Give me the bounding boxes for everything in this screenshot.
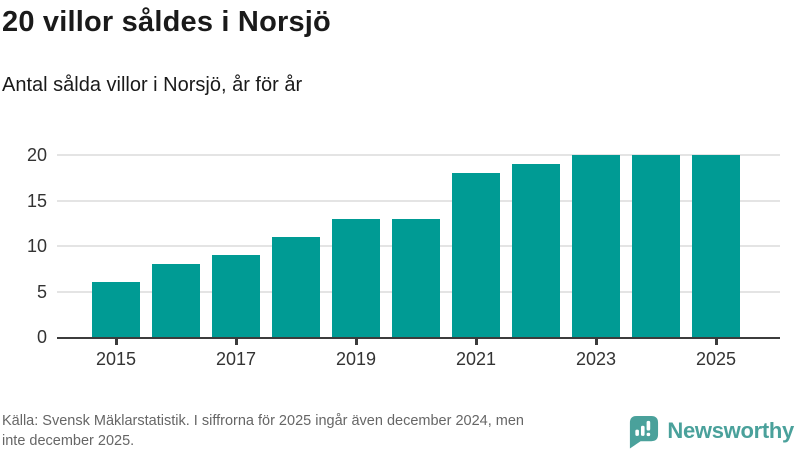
newsworthy-speech-bubble-bar-chart-icon bbox=[630, 415, 659, 449]
x-axis-tick-2017 bbox=[235, 338, 238, 345]
x-axis-tick-label-2019: 2019 bbox=[335, 349, 377, 369]
x-axis-line bbox=[57, 336, 780, 339]
bar-2015 bbox=[92, 282, 140, 337]
x-axis-tick-label-2017: 2017 bbox=[215, 349, 257, 369]
bar-2021 bbox=[452, 173, 500, 337]
chart-subtitle: Antal sålda villor i Norsjö, år för år bbox=[2, 74, 303, 96]
y-axis-tick-label-0: 0 bbox=[36, 327, 47, 347]
y-axis-tick-label-5: 5 bbox=[36, 281, 47, 302]
plot-area: 2015 2017 2019 2021 2023 2025 bbox=[57, 154, 780, 369]
x-axis-tick-label-2015: 2015 bbox=[95, 349, 137, 369]
x-axis-tick-2023 bbox=[595, 338, 598, 345]
x-axis-tick-label-2025: 2025 bbox=[695, 349, 737, 369]
bar-2022 bbox=[512, 164, 560, 337]
bar-2016 bbox=[152, 264, 200, 337]
y-axis-tick-label-15: 15 bbox=[26, 190, 47, 211]
x-axis-tick-2025 bbox=[715, 338, 718, 345]
gridline-y-20 bbox=[57, 154, 780, 156]
y-axis-tick-label-20: 20 bbox=[26, 145, 47, 165]
bar-2017 bbox=[212, 255, 260, 337]
y-axis: 0 5 10 15 20 bbox=[0, 145, 47, 347]
y-axis-tick-label-10: 10 bbox=[26, 236, 47, 256]
newsworthy-wordmark: Newsworthy bbox=[667, 418, 794, 443]
x-axis-tick-2019 bbox=[355, 338, 358, 345]
newsworthy-logo[interactable]: Newsworthy bbox=[627, 415, 794, 449]
bar-2023 bbox=[572, 155, 620, 337]
source-note-line-1: Källa: Svensk Mäklarstatistik. I siffror… bbox=[2, 413, 524, 429]
bar-2018 bbox=[272, 236, 320, 337]
source-note: Källa: Svensk Mäklarstatistik. I siffror… bbox=[2, 411, 642, 450]
bar-2024 bbox=[632, 155, 680, 337]
x-axis-tick-label-2021: 2021 bbox=[455, 349, 497, 369]
bar-2019 bbox=[332, 218, 380, 337]
x-axis-tick-2015 bbox=[115, 338, 118, 345]
bar-2020 bbox=[392, 218, 440, 337]
source-note-line-2: inte december 2025. bbox=[2, 433, 135, 449]
gridline-y-15 bbox=[57, 199, 780, 202]
bar-2025 bbox=[692, 155, 740, 337]
x-axis-tick-label-2023: 2023 bbox=[575, 349, 617, 369]
x-axis-tick-2021 bbox=[475, 338, 478, 345]
chart-title: 20 villor såldes i Norsjö bbox=[2, 6, 331, 38]
